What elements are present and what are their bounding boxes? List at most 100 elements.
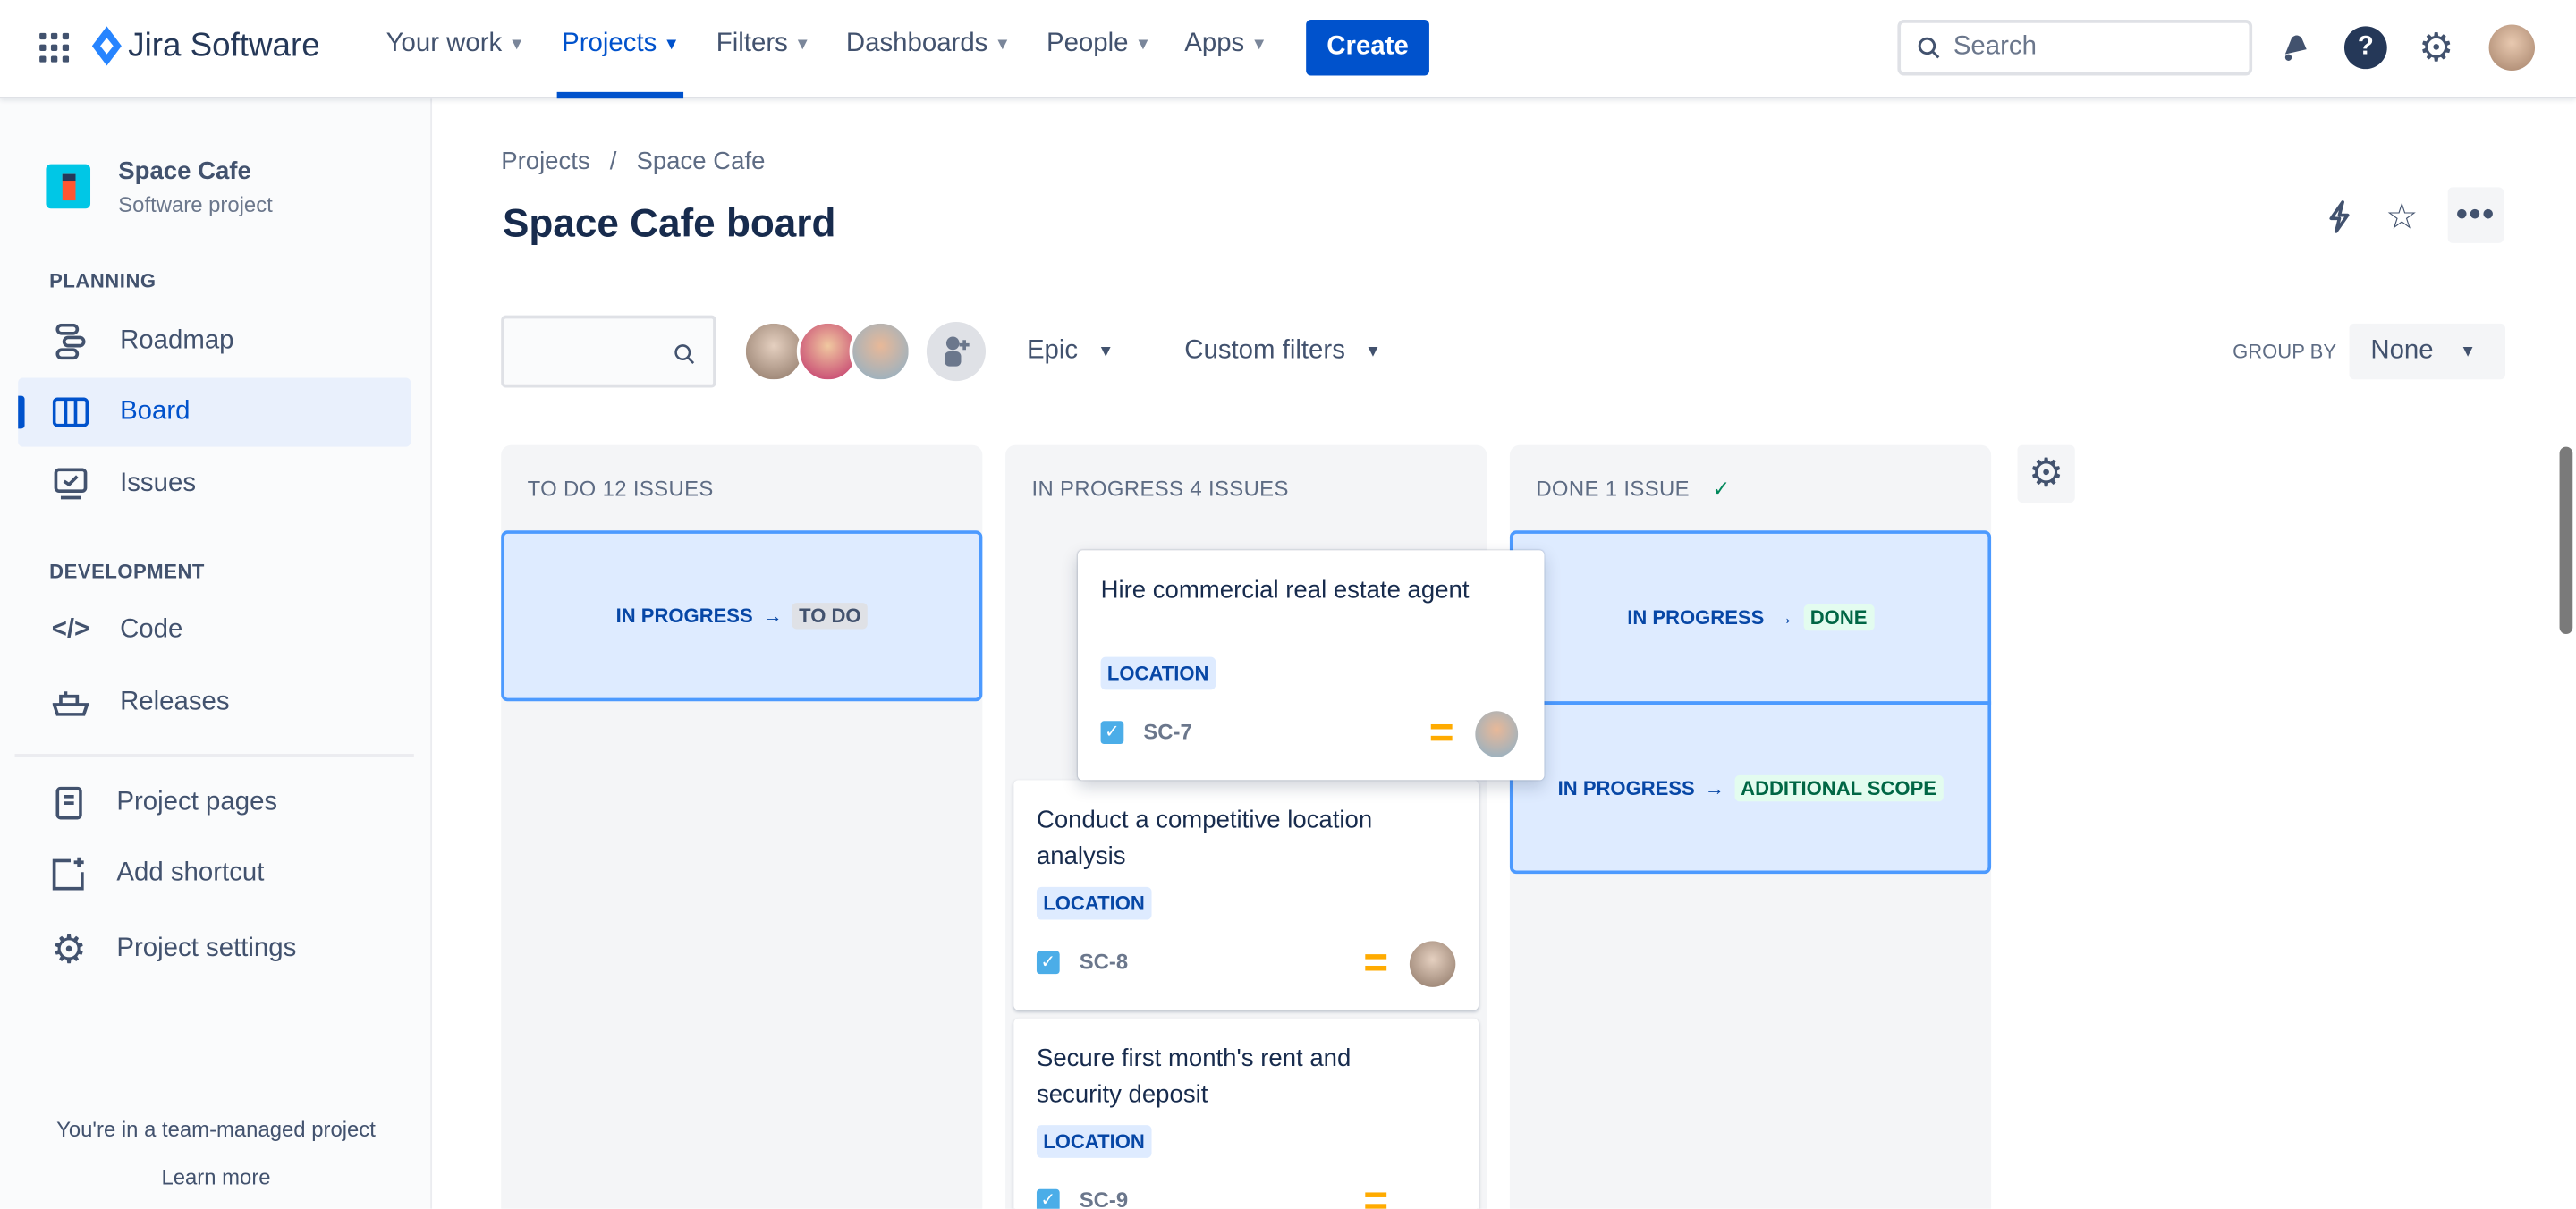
- dragged-issue-card[interactable]: Hire commercial real estate agent LOCATI…: [1077, 550, 1545, 781]
- drop-zone-additional-scope[interactable]: IN PROGRESS → ADDITIONAL SCOPE: [1509, 701, 1992, 875]
- project-name: Space Cafe: [118, 157, 251, 186]
- nav-your-work[interactable]: Your work ▼: [386, 30, 525, 58]
- check-icon: ✓: [1712, 476, 1731, 502]
- search-placeholder: Search: [1953, 32, 2037, 61]
- assignee-avatar: [1475, 711, 1519, 757]
- task-icon: ✓: [1036, 1188, 1060, 1209]
- group-by-label: GROUP BY: [2233, 340, 2337, 363]
- issue-card[interactable]: Conduct a competitive location analysis …: [1013, 780, 1479, 1010]
- nav-apps[interactable]: Apps ▼: [1184, 30, 1267, 58]
- epic-label: LOCATION: [1036, 1125, 1152, 1158]
- breadcrumb: Projects / Space Cafe: [501, 148, 766, 176]
- breadcrumb-projects[interactable]: Projects: [501, 148, 590, 176]
- priority-medium-icon: [1365, 954, 1387, 971]
- epic-label: LOCATION: [1036, 886, 1152, 920]
- priority-medium-icon: [1430, 723, 1453, 741]
- nav-filters[interactable]: Filters ▼: [716, 30, 811, 58]
- releases-icon: [18, 689, 120, 716]
- issue-key: SC-7: [1143, 719, 1192, 745]
- sidebar-item-releases[interactable]: Releases: [18, 669, 411, 738]
- search-icon: [674, 344, 695, 364]
- gear-icon: ⚙: [51, 926, 87, 972]
- column-header: IN PROGRESS 4 ISSUES: [1031, 476, 1289, 502]
- chevron-down-icon: ▼: [508, 35, 525, 54]
- chevron-down-icon: ▼: [994, 35, 1011, 54]
- sidebar-item-issues[interactable]: Issues: [18, 450, 411, 519]
- add-person-icon: [945, 336, 970, 367]
- task-icon: ✓: [1036, 951, 1060, 975]
- top-navigation: Jira Software Your work ▼ Projects ▼ Filte…: [0, 0, 2576, 99]
- board-settings-button[interactable]: ⚙: [2017, 444, 2075, 503]
- code-icon: </>: [51, 615, 90, 644]
- project-icon: [46, 164, 91, 209]
- chevron-down-icon: ▼: [663, 35, 680, 54]
- search-input[interactable]: Search: [1897, 20, 2253, 76]
- project-type: Software project: [118, 191, 273, 217]
- page-title: Space Cafe board: [503, 201, 836, 247]
- issues-icon: [18, 468, 120, 501]
- sidebar-item-project-pages[interactable]: Project pages: [18, 769, 411, 838]
- avatar[interactable]: [849, 320, 912, 383]
- drop-zone-todo[interactable]: IN PROGRESS → TO DO: [501, 530, 983, 702]
- epic-filter[interactable]: Epic ▼: [1026, 336, 1114, 365]
- team-managed-note: You're in a team-managed project: [56, 1116, 376, 1142]
- column-todo: TO DO 12 ISSUES IN PROGRESS → TO DO: [501, 444, 983, 1209]
- active-nav-indicator: [556, 91, 684, 99]
- roadmap-icon: [18, 323, 120, 360]
- arrow-right-icon: →: [1704, 775, 1724, 799]
- chevron-down-icon: ▼: [2459, 342, 2477, 361]
- nav-projects[interactable]: Projects ▼: [562, 30, 680, 58]
- sidebar-item-add-shortcut[interactable]: Add shortcut: [18, 840, 411, 909]
- assignee-avatar: [1409, 941, 1456, 987]
- chevron-down-icon: ▼: [1097, 342, 1114, 361]
- column-header: DONE 1 ISSUE ✓: [1536, 476, 1731, 502]
- board-search-input[interactable]: [501, 315, 716, 388]
- priority-medium-icon: [1365, 1192, 1387, 1209]
- page-icon: [18, 786, 116, 820]
- app-switcher-icon[interactable]: [36, 30, 72, 65]
- arrow-right-icon: →: [1774, 605, 1794, 630]
- issue-key: SC-9: [1079, 1187, 1129, 1209]
- epic-label: LOCATION: [1100, 656, 1216, 690]
- app-name: Jira Software: [128, 27, 320, 63]
- learn-more-link[interactable]: Learn more: [161, 1164, 271, 1189]
- jira-logo[interactable]: Jira Software: [91, 26, 320, 66]
- add-shortcut-icon: [18, 856, 116, 892]
- issue-card[interactable]: Secure first month's rent and security d…: [1013, 1018, 1479, 1209]
- sidebar-item-project-settings[interactable]: ⚙ Project settings: [18, 915, 411, 984]
- settings-icon[interactable]: ⚙: [2419, 25, 2454, 71]
- sidebar-divider: [14, 754, 414, 757]
- chevron-down-icon: ▼: [794, 35, 811, 54]
- scrollbar-thumb[interactable]: [2559, 446, 2573, 634]
- sidebar-item-code[interactable]: </> Code: [18, 596, 411, 665]
- search-icon: [1918, 37, 1940, 59]
- help-icon[interactable]: ?: [2343, 26, 2387, 70]
- task-icon: ✓: [1100, 721, 1124, 745]
- sidebar-item-roadmap[interactable]: Roadmap: [18, 307, 411, 376]
- board-icon: [18, 397, 120, 427]
- arrow-right-icon: →: [762, 604, 783, 628]
- create-button[interactable]: Create: [1306, 20, 1429, 76]
- star-icon[interactable]: ☆: [2385, 195, 2419, 237]
- custom-filters-dropdown[interactable]: Custom filters ▼: [1184, 336, 1382, 365]
- column-header: TO DO 12 ISSUES: [527, 476, 714, 502]
- planning-heading: PLANNING: [49, 269, 157, 292]
- automation-icon[interactable]: [2317, 194, 2362, 240]
- nav-dashboards[interactable]: Dashboards ▼: [845, 30, 1011, 58]
- drop-zone-done[interactable]: IN PROGRESS → DONE: [1509, 530, 1992, 705]
- jira-diamond-icon: [91, 26, 122, 66]
- avatar[interactable]: [742, 320, 805, 383]
- notifications-icon[interactable]: [2274, 26, 2317, 69]
- nav-people[interactable]: People ▼: [1046, 30, 1152, 58]
- group-by-dropdown[interactable]: None ▼: [2349, 323, 2505, 380]
- profile-avatar[interactable]: [2488, 24, 2536, 71]
- chevron-down-icon: ▼: [1250, 35, 1267, 54]
- breadcrumb-space-cafe[interactable]: Space Cafe: [636, 148, 766, 176]
- issue-key: SC-8: [1079, 949, 1129, 975]
- chevron-down-icon: ▼: [1364, 342, 1382, 361]
- column-done: DONE 1 ISSUE ✓ IN PROGRESS → DONE IN PROGR…: [1509, 444, 1992, 1209]
- add-people-button[interactable]: [926, 321, 987, 382]
- avatar[interactable]: [796, 320, 860, 383]
- sidebar-item-board[interactable]: Board: [18, 377, 411, 447]
- more-actions-button[interactable]: •••: [2447, 187, 2504, 243]
